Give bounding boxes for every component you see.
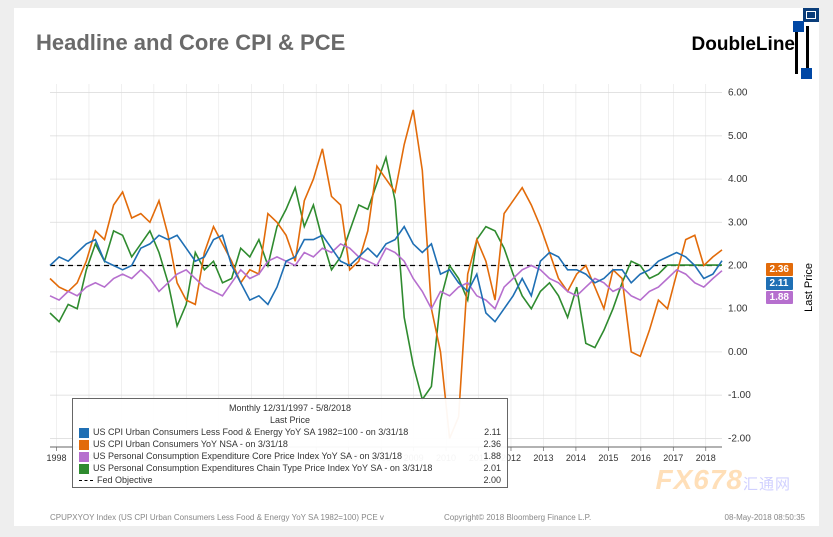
last-price-tag: 2.36 xyxy=(766,263,793,276)
svg-text:2015: 2015 xyxy=(598,453,618,463)
svg-text:0.00: 0.00 xyxy=(728,347,748,358)
svg-text:3.00: 3.00 xyxy=(728,217,748,228)
chart-card: Headline and Core CPI & PCE DoubleLine -… xyxy=(14,8,819,526)
legend-row: US CPI Urban Consumers YoY NSA - on 3/31… xyxy=(79,438,501,450)
chart-title: Headline and Core CPI & PCE xyxy=(36,30,345,56)
svg-text:2013: 2013 xyxy=(533,453,553,463)
legend-row: US CPI Urban Consumers Less Food & Energ… xyxy=(79,426,501,438)
svg-text:2014: 2014 xyxy=(566,453,586,463)
brand-mark-icon xyxy=(795,26,809,74)
brand-logo: DoubleLine xyxy=(692,34,795,56)
svg-text:1998: 1998 xyxy=(46,453,66,463)
maximize-icon[interactable] xyxy=(803,8,819,22)
svg-text:1.00: 1.00 xyxy=(728,304,748,315)
svg-text:2.00: 2.00 xyxy=(728,261,748,272)
legend-date-range: Monthly 12/31/1997 - 5/8/2018 xyxy=(79,402,501,414)
legend-row: US Personal Consumption Expenditures Cha… xyxy=(79,462,501,474)
legend-box: Monthly 12/31/1997 - 5/8/2018 Last Price… xyxy=(72,398,508,488)
svg-text:4.00: 4.00 xyxy=(728,174,748,185)
svg-text:2018: 2018 xyxy=(696,453,716,463)
svg-text:-1.00: -1.00 xyxy=(728,390,751,401)
last-price-tags: 2.362.111.88 xyxy=(766,263,793,304)
last-price-tag: 1.88 xyxy=(766,291,793,304)
svg-text:2017: 2017 xyxy=(663,453,683,463)
footer-copyright: Copyright© 2018 Bloomberg Finance L.P. xyxy=(444,513,591,522)
svg-text:6.00: 6.00 xyxy=(728,88,748,99)
legend-row: US Personal Consumption Expenditure Core… xyxy=(79,450,501,462)
legend-subtitle: Last Price xyxy=(79,414,501,426)
y-axis-label: Last Price xyxy=(803,263,815,312)
stage: Headline and Core CPI & PCE DoubleLine -… xyxy=(0,0,833,537)
svg-text:5.00: 5.00 xyxy=(728,131,748,142)
footer-timestamp: 08-May-2018 08:50:35 xyxy=(725,513,806,522)
svg-text:-2.00: -2.00 xyxy=(728,433,751,444)
legend-row: Fed Objective2.00 xyxy=(79,474,501,486)
footer-source: CPUPXYOY Index (US CPI Urban Consumers L… xyxy=(50,513,384,522)
svg-text:2016: 2016 xyxy=(631,453,651,463)
last-price-tag: 2.11 xyxy=(766,277,793,290)
watermark: FX678汇通网 xyxy=(655,464,791,496)
